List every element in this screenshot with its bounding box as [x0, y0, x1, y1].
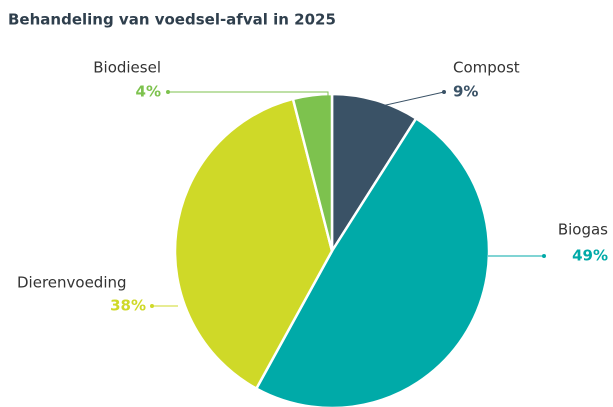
- leader-line: [168, 91, 329, 100]
- pie-slice: [330, 92, 418, 256]
- value-label: 38%: [110, 297, 146, 315]
- category-label: Compost: [453, 59, 520, 77]
- category-label: Biodiesel: [93, 59, 161, 77]
- pie-slice: [291, 92, 334, 252]
- leader-dot: [150, 304, 154, 308]
- value-label: 49%: [572, 247, 608, 265]
- pie-slice: [254, 116, 491, 407]
- category-label: Biogas: [558, 221, 608, 239]
- chart-title: Behandeling van voedsel-afval in 2025: [8, 11, 336, 29]
- leader-dot: [542, 254, 546, 258]
- value-label: 9%: [453, 83, 478, 101]
- pie-slice: [173, 97, 334, 391]
- leader-dot: [442, 90, 446, 94]
- leader-line: [373, 91, 445, 109]
- value-label: 4%: [136, 83, 161, 101]
- category-label: Dierenvoeding: [17, 274, 127, 292]
- leader-dot: [166, 90, 170, 94]
